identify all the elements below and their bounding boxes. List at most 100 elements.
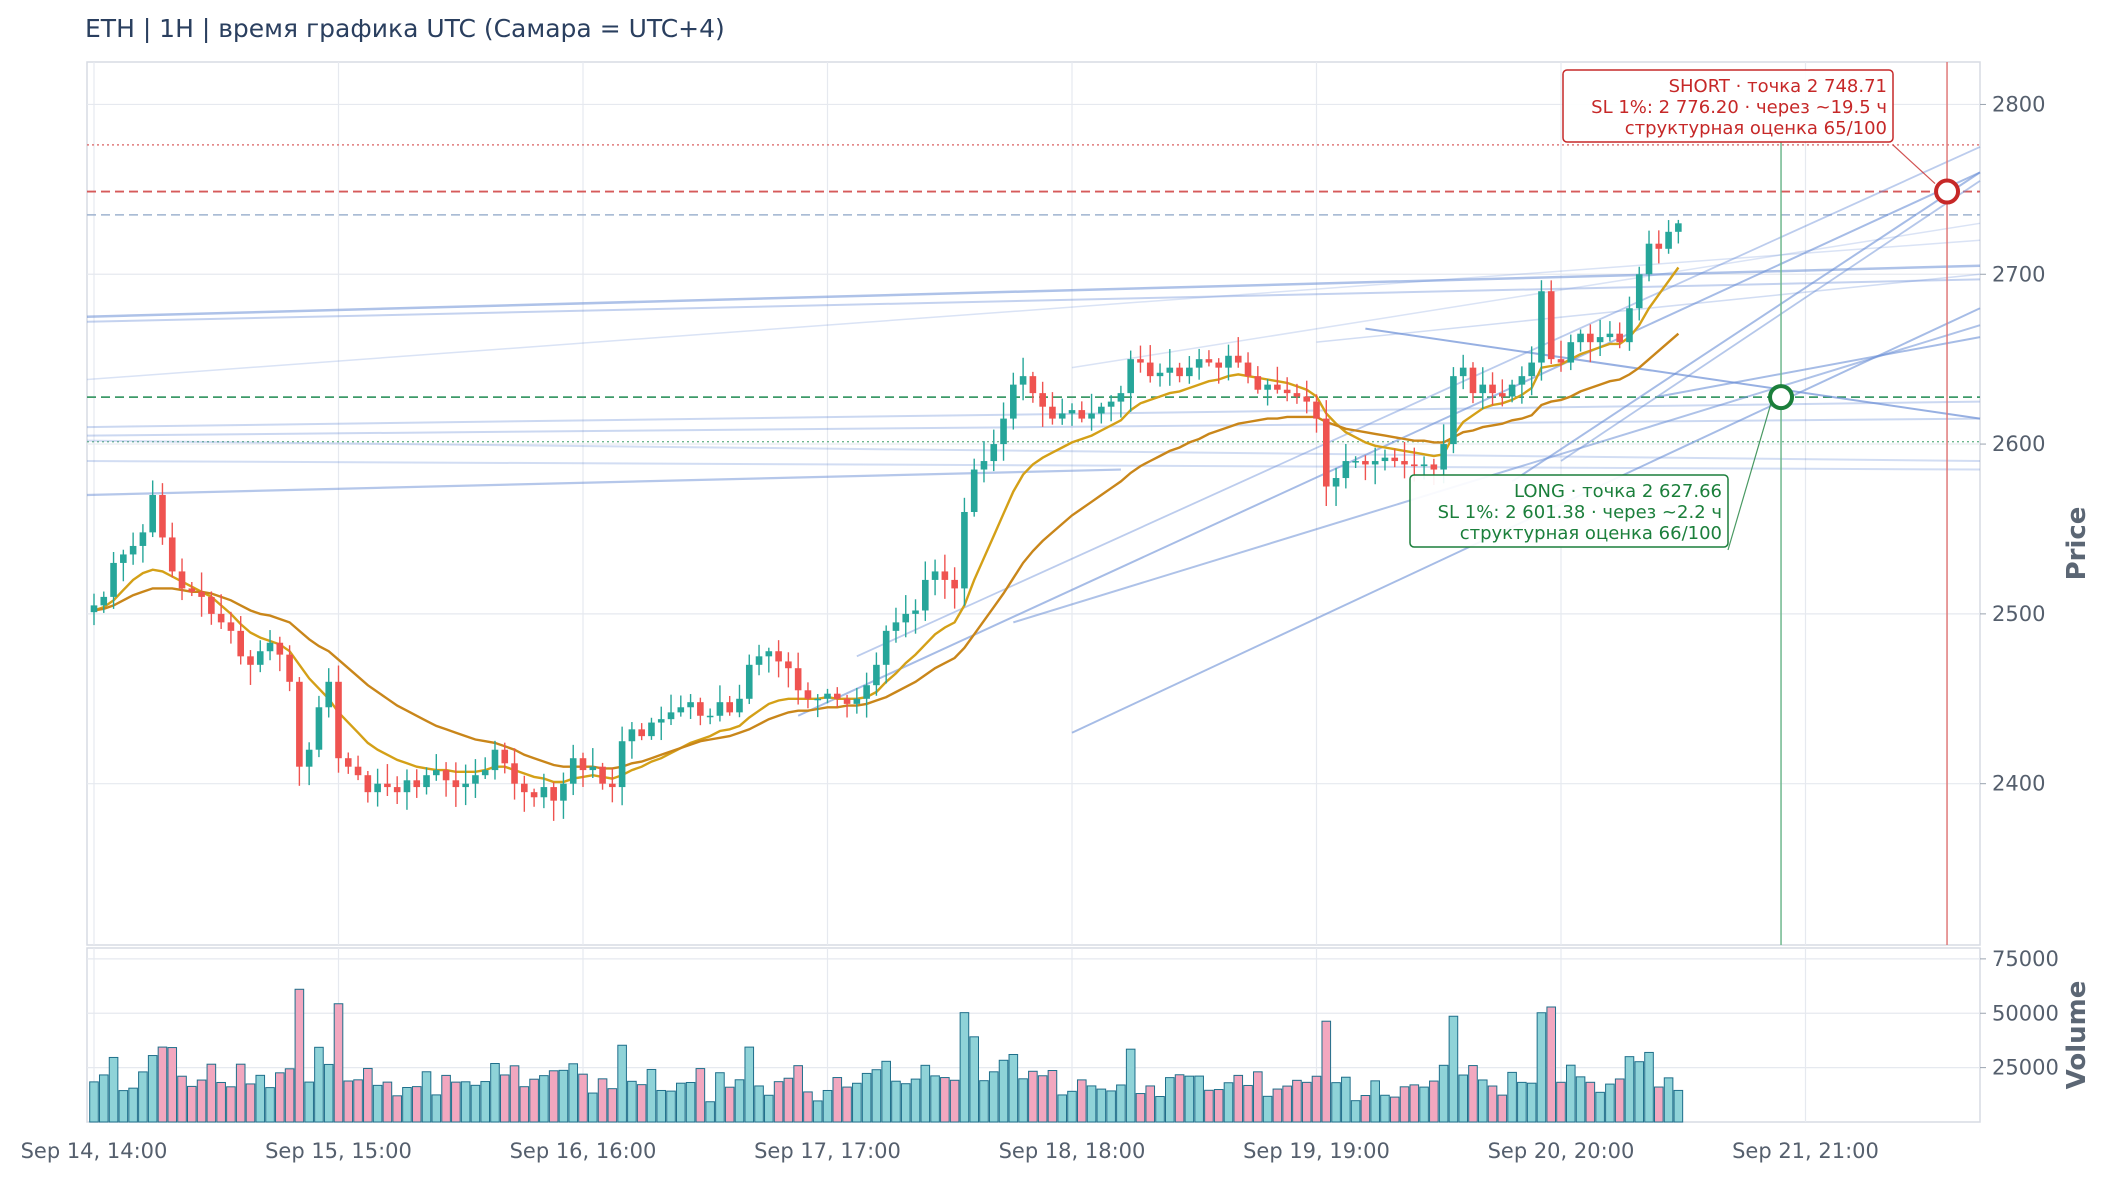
volume-bar bbox=[969, 1036, 980, 1123]
volume-bar bbox=[900, 1083, 911, 1123]
candle-body bbox=[1186, 367, 1193, 377]
volume-bar bbox=[617, 1044, 627, 1123]
volume-bar bbox=[705, 1101, 715, 1123]
volume-bar bbox=[1086, 1085, 1097, 1123]
candle-body bbox=[1411, 464, 1418, 467]
volume-bar bbox=[314, 1046, 324, 1123]
volume-bar bbox=[783, 1077, 794, 1123]
candle-body bbox=[1313, 401, 1320, 419]
candle-body bbox=[100, 596, 108, 606]
candle-body bbox=[785, 661, 792, 669]
volume-bar bbox=[793, 1065, 803, 1123]
volume-bar bbox=[627, 1080, 637, 1123]
volume-bar bbox=[940, 1077, 950, 1123]
candle-body bbox=[481, 770, 489, 776]
volume-bar bbox=[656, 1089, 667, 1123]
volume-bar bbox=[1301, 1081, 1312, 1123]
candle-body bbox=[941, 571, 949, 580]
candle-body bbox=[1518, 376, 1526, 385]
volume-bar bbox=[372, 1084, 383, 1123]
x-tick-label: Sep 19, 19:00 bbox=[1243, 1139, 1390, 1163]
volume-bar bbox=[1311, 1075, 1322, 1123]
candle-body bbox=[1391, 457, 1399, 462]
volume-bar bbox=[920, 1064, 931, 1123]
candle-body bbox=[1019, 376, 1027, 385]
candle-body bbox=[1440, 444, 1447, 470]
candle-body bbox=[1029, 376, 1037, 394]
x-tick-label: Sep 15, 15:00 bbox=[265, 1139, 412, 1163]
candle-body bbox=[579, 758, 587, 771]
pattern-line bbox=[1365, 327, 1981, 420]
volume-bar bbox=[1213, 1089, 1224, 1123]
volume-bar bbox=[294, 988, 305, 1123]
candle-body bbox=[1205, 359, 1213, 363]
candle-body bbox=[1352, 461, 1359, 463]
volume-bar bbox=[724, 1086, 735, 1123]
candle-body bbox=[1479, 384, 1487, 394]
candle-body bbox=[1000, 418, 1007, 445]
candle-body bbox=[139, 532, 147, 546]
volume-bar bbox=[177, 1075, 187, 1123]
candle-body bbox=[1117, 393, 1125, 402]
candle-body bbox=[452, 780, 460, 788]
candle-body bbox=[1371, 461, 1379, 465]
volume-bar bbox=[1076, 1079, 1087, 1123]
candle-body bbox=[599, 766, 606, 784]
volume-bar bbox=[695, 1068, 706, 1123]
candle-body bbox=[266, 642, 274, 652]
volume-bar bbox=[235, 1063, 246, 1123]
candle-body bbox=[726, 702, 733, 713]
candle-body bbox=[1127, 359, 1134, 394]
volume-bar bbox=[1106, 1090, 1116, 1123]
candle-body bbox=[530, 792, 538, 798]
volume-bar bbox=[1507, 1071, 1517, 1123]
candle-body bbox=[384, 783, 391, 788]
volume-bar bbox=[1233, 1074, 1244, 1123]
candle-body bbox=[931, 571, 939, 580]
candle-body bbox=[892, 622, 900, 631]
volume-bar bbox=[138, 1071, 148, 1123]
candle-body bbox=[1058, 413, 1066, 419]
pattern-line bbox=[86, 400, 1981, 429]
volume-bar bbox=[1605, 1083, 1615, 1123]
volume-bar bbox=[715, 1072, 725, 1123]
candle-body bbox=[1156, 372, 1164, 377]
candle-body bbox=[853, 698, 861, 704]
candle-body bbox=[178, 571, 186, 589]
volume-bar bbox=[998, 1059, 1009, 1123]
volume-bar bbox=[1350, 1100, 1361, 1123]
volume-bar bbox=[1253, 1071, 1263, 1123]
candle-body bbox=[716, 702, 724, 716]
candle-body bbox=[990, 444, 998, 462]
candle-body bbox=[1078, 410, 1086, 419]
volume-bar bbox=[548, 1070, 559, 1123]
volume-bar bbox=[734, 1079, 745, 1123]
candle-body bbox=[1606, 333, 1614, 338]
price-tick-label: 2700 bbox=[1992, 262, 2045, 286]
candle-body bbox=[1244, 362, 1252, 377]
volume-bar bbox=[1370, 1080, 1380, 1123]
candle-body bbox=[863, 685, 870, 699]
candle-body bbox=[1254, 376, 1262, 390]
candle-body bbox=[1195, 359, 1203, 368]
candle-body bbox=[951, 579, 958, 589]
volume-bar bbox=[1575, 1076, 1586, 1123]
candle-body bbox=[804, 690, 812, 699]
candle-body bbox=[1166, 367, 1174, 373]
volume-bar bbox=[597, 1078, 608, 1123]
candle-body bbox=[423, 775, 430, 788]
candle-body bbox=[1362, 461, 1369, 465]
candle-body bbox=[970, 469, 978, 512]
volume-bar bbox=[1673, 1089, 1684, 1123]
candle-body bbox=[149, 495, 156, 533]
candle-body bbox=[1098, 406, 1105, 414]
candle-body bbox=[902, 613, 910, 623]
volume-bar bbox=[1282, 1085, 1292, 1123]
candle-body bbox=[1068, 410, 1076, 414]
candle-body bbox=[882, 630, 890, 665]
volume-bar bbox=[265, 1087, 275, 1123]
candle-body bbox=[775, 651, 782, 662]
volume-bar bbox=[1008, 1053, 1019, 1123]
volume-bar bbox=[382, 1081, 393, 1123]
